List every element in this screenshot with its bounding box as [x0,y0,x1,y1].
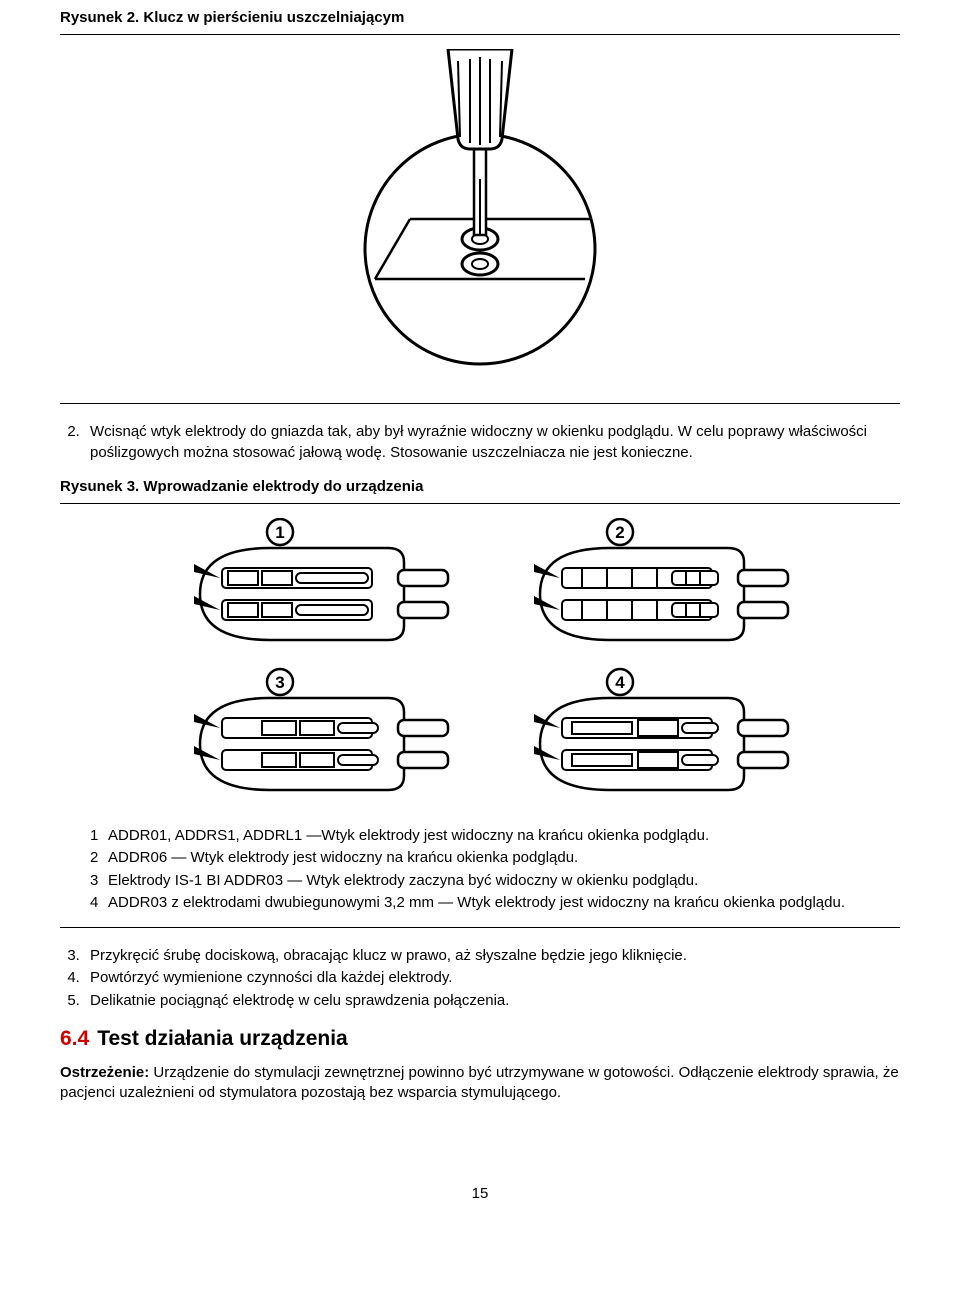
figure3-title-prefix: Rysunek 3. [60,478,139,495]
step-4-text: Powtórzyć wymienione czynności dla każde… [90,969,452,986]
figure3-title-rest: Wprowadzanie elektrody do urządzenia [139,478,423,495]
figure2-title-prefix: Rysunek 2. [60,9,139,26]
figure2-image [60,49,900,389]
step-3: Przykręcić śrubę dociskową, obracając kl… [84,946,900,966]
warning-label: Ostrzeżenie: [60,1064,149,1081]
svg-text:3: 3 [275,673,284,692]
figure3-image: 1 2 [60,518,900,808]
step-2-text: Wcisnąć wtyk elektrody do gniazda tak, a… [90,423,867,460]
page-number: 15 [60,1184,900,1204]
legend-text: Elektrody IS-1 BI ADDR03 — Wtyk elektrod… [108,871,900,891]
section-6-4-heading: 6.4 Test działania urządzenia [60,1025,900,1053]
warning-text: Urządzenie do stymulacji zewnętrznej pow… [60,1064,899,1101]
legend-text: ADDR06 — Wtyk elektrody jest widoczny na… [108,848,900,868]
figure3-rule-bottom [60,927,900,928]
step-5: Delikatnie pociągnąć elektrodę w celu sp… [84,991,900,1011]
figure3-title: Rysunek 3. Wprowadzanie elektrody do urz… [60,477,900,497]
step-2: Wcisnąć wtyk elektrody do gniazda tak, a… [84,422,900,463]
figure2-title: Rysunek 2. Klucz w pierścieniu uszczelni… [60,8,900,28]
legend-item: 3 Elektrody IS-1 BI ADDR03 — Wtyk elektr… [90,871,900,891]
step-3-text: Przykręcić śrubę dociskową, obracając kl… [90,947,687,964]
legend-item: 4 ADDR03 z elektrodami dwubiegunowymi 3,… [90,893,900,913]
section-title: Test działania urządzenia [97,1027,348,1050]
figure3-legend: 1 ADDR01, ADDRS1, ADDRL1 —Wtyk elektrody… [90,826,900,913]
legend-text: ADDR01, ADDRS1, ADDRL1 —Wtyk elektrody j… [108,826,900,846]
figure2-rule-bottom [60,403,900,404]
warning-paragraph: Ostrzeżenie: Urządzenie do stymulacji ze… [60,1063,900,1104]
svg-text:1: 1 [275,523,284,542]
legend-item: 1 ADDR01, ADDRS1, ADDRL1 —Wtyk elektrody… [90,826,900,846]
figure2-rule-top [60,34,900,35]
legend-text: ADDR03 z elektrodami dwubiegunowymi 3,2 … [108,893,900,913]
steps-3-5: Przykręcić śrubę dociskową, obracając kl… [84,946,900,1011]
step-5-text: Delikatnie pociągnąć elektrodę w celu sp… [90,992,509,1009]
legend-num: 1 [90,826,108,846]
svg-text:2: 2 [615,523,624,542]
section-number: 6.4 [60,1027,89,1050]
step-2-list: Wcisnąć wtyk elektrody do gniazda tak, a… [84,422,900,463]
step-4: Powtórzyć wymienione czynności dla każde… [84,968,900,988]
legend-num: 2 [90,848,108,868]
svg-text:4: 4 [615,673,625,692]
legend-num: 3 [90,871,108,891]
legend-num: 4 [90,893,108,913]
figure3-rule-top [60,503,900,504]
figure2-title-rest: Klucz w pierścieniu uszczelniającym [139,9,404,26]
legend-item: 2 ADDR06 — Wtyk elektrody jest widoczny … [90,848,900,868]
